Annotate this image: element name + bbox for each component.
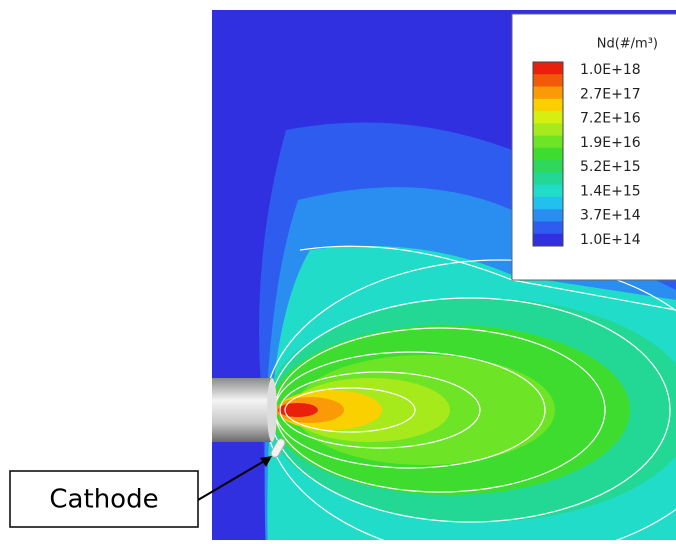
legend-swatch bbox=[533, 74, 563, 87]
legend-label: 1.0E+14 bbox=[580, 232, 641, 248]
legend-label: 1.0E+18 bbox=[580, 62, 641, 78]
legend-label: 1.9E+16 bbox=[580, 135, 641, 151]
callout-label: Cathode bbox=[49, 485, 158, 515]
legend-swatch bbox=[533, 111, 563, 124]
legend-swatch bbox=[533, 136, 563, 149]
legend-swatch bbox=[533, 62, 563, 75]
legend-swatch bbox=[533, 148, 563, 161]
legend-label: 5.2E+15 bbox=[580, 159, 641, 175]
legend-title: Nd(#/m³) bbox=[597, 37, 658, 52]
screenshot: Nd(#/m³) 1.0E+18 2.7E+17 7.2E+16 1.9E+16 5.2… bbox=[0, 0, 676, 540]
legend-swatch bbox=[533, 160, 563, 173]
legend-label: 3.7E+14 bbox=[580, 208, 641, 224]
legend-label: 1.4E+15 bbox=[580, 183, 641, 199]
legend-swatch bbox=[533, 87, 563, 100]
anode-cylinder bbox=[212, 378, 272, 442]
legend: Nd(#/m³) 1.0E+18 2.7E+17 7.2E+16 1.9E+16 5.2… bbox=[512, 14, 676, 280]
legend-swatch bbox=[533, 123, 563, 136]
contour-band bbox=[278, 403, 318, 417]
legend-swatch bbox=[533, 197, 563, 210]
legend-swatch bbox=[533, 99, 563, 112]
legend-label: 7.2E+16 bbox=[580, 111, 641, 127]
legend-swatch bbox=[533, 172, 563, 185]
cylinder-face bbox=[267, 378, 277, 442]
legend-swatch bbox=[533, 234, 563, 247]
legend-label: 2.7E+17 bbox=[580, 86, 641, 102]
legend-swatch bbox=[533, 185, 563, 198]
legend-swatch bbox=[533, 221, 563, 234]
legend-swatch bbox=[533, 209, 563, 222]
